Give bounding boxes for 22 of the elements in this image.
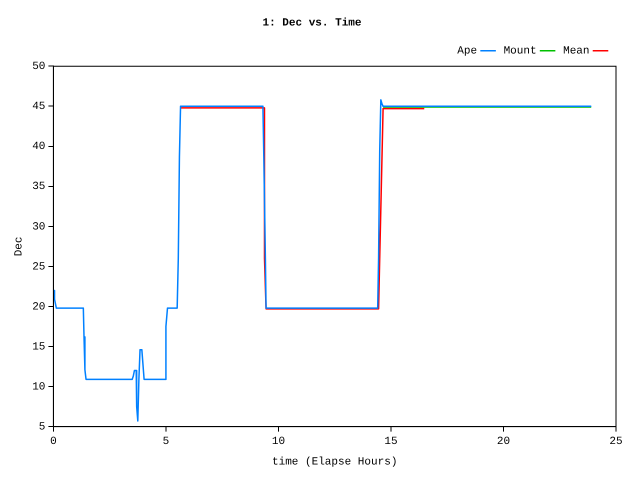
y-tick-label: 20 [32, 301, 46, 314]
y-tick-label: 5 [38, 422, 46, 434]
y-tick-label: 35 [32, 181, 46, 194]
y-tick-label: 40 [32, 141, 46, 154]
x-tick-label: 0 [50, 436, 57, 448]
legend-label: Mean [563, 46, 590, 58]
y-tick-label: 30 [32, 221, 46, 234]
x-tick-label: 15 [384, 436, 398, 448]
y-axis-title: Dec [14, 236, 26, 256]
y-tick-label: 25 [32, 261, 46, 274]
x-axis-title: time (Elapse Hours) [272, 456, 398, 468]
chart-title: 1: Dec vs. Time [262, 17, 362, 30]
y-tick-label: 15 [32, 341, 46, 354]
y-tick-label: 45 [32, 101, 46, 114]
x-tick-label: 10 [272, 436, 286, 448]
x-tick-label: 25 [609, 436, 623, 448]
legend-label: Mount [504, 46, 537, 58]
y-tick-label: 10 [32, 381, 46, 394]
legend-label: Ape [457, 46, 478, 58]
y-tick-label: 50 [32, 61, 46, 74]
x-tick-label: 5 [162, 436, 170, 448]
x-tick-label: 20 [496, 436, 510, 448]
